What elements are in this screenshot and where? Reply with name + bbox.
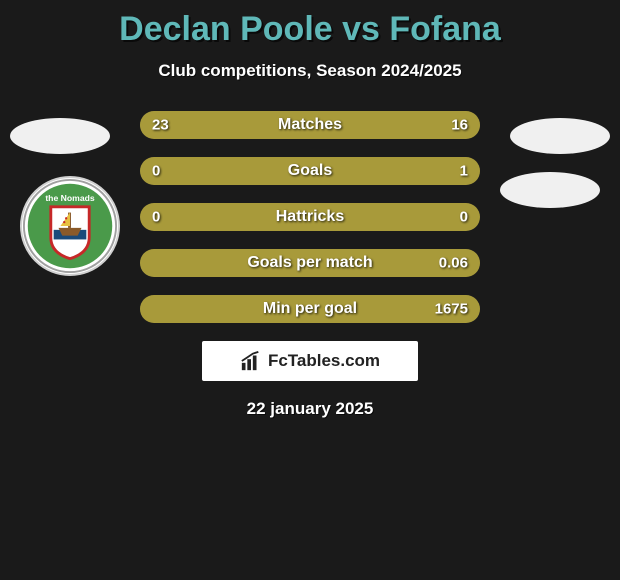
comparison-card: Declan Poole vs Fofana Club competitions… — [0, 0, 620, 419]
stat-value-right: 1675 — [435, 301, 468, 318]
stat-label: Matches — [278, 116, 342, 134]
stat-row: 0 Hattricks 0 — [140, 203, 480, 231]
stat-row: 0 Goals 1 — [140, 157, 480, 185]
stat-label: Goals per match — [247, 254, 372, 272]
stat-row: Min per goal 1675 — [140, 295, 480, 323]
source-brand-badge: FcTables.com — [202, 341, 418, 381]
stat-value-right: 0.06 — [439, 255, 468, 272]
page-title: Declan Poole vs Fofana — [0, 10, 620, 49]
date-line: 22 january 2025 — [0, 399, 620, 419]
stat-value-right: 0 — [460, 209, 468, 226]
stat-value-left: 23 — [152, 117, 169, 134]
subtitle: Club competitions, Season 2024/2025 — [0, 61, 620, 81]
stat-bars: 23 Matches 16 0 Goals 1 0 Hattricks 0 Goals per m… — [140, 111, 480, 323]
stats-area: 23 Matches 16 0 Goals 1 0 Hattricks 0 Goals per m… — [0, 111, 620, 323]
source-brand-text: FcTables.com — [268, 351, 380, 371]
stat-value-right: 1 — [460, 163, 468, 180]
stat-row: Goals per match 0.06 — [140, 249, 480, 277]
stat-label: Hattricks — [276, 208, 344, 226]
bar-chart-icon — [240, 350, 262, 372]
stat-row: 23 Matches 16 — [140, 111, 480, 139]
stat-value-left: 0 — [152, 163, 160, 180]
stat-label: Goals — [288, 162, 332, 180]
stat-value-right: 16 — [451, 117, 468, 134]
stat-label: Min per goal — [263, 300, 357, 318]
stat-value-left: 0 — [152, 209, 160, 226]
